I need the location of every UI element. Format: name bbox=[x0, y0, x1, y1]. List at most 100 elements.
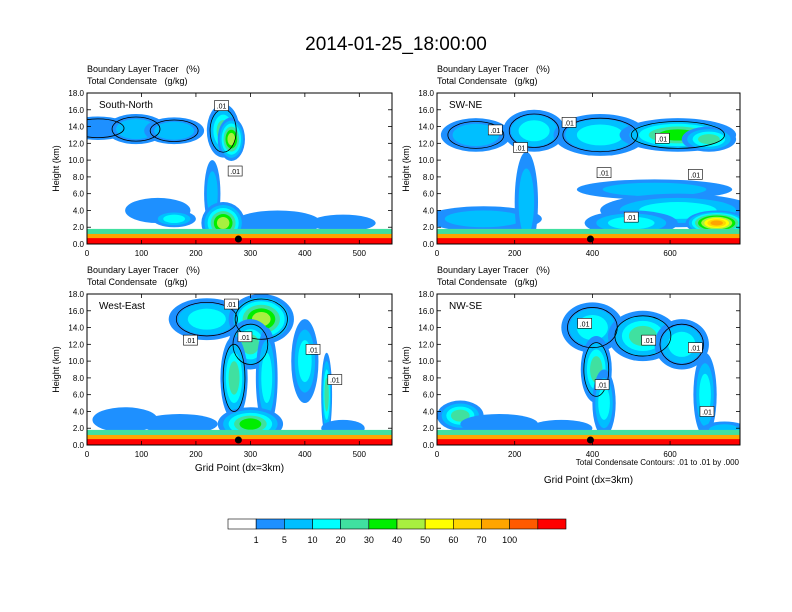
y-tick-label: 4.0 bbox=[423, 206, 435, 215]
y-axis-label: Height (km) bbox=[51, 145, 61, 192]
x-tick-label: 400 bbox=[586, 450, 600, 459]
tracer-blob bbox=[144, 117, 205, 145]
tracer-level-1 bbox=[310, 214, 376, 232]
plot-frame bbox=[436, 293, 741, 446]
x-tick-label: 100 bbox=[135, 450, 149, 459]
contour-label: .01 bbox=[699, 406, 715, 417]
tracer-level-4 bbox=[450, 409, 470, 422]
tracer-level-9 bbox=[710, 220, 723, 226]
panel-subtitle-tracer: Boundary Layer Tracer (%) bbox=[437, 265, 550, 275]
contour-label-text: .01 bbox=[702, 409, 712, 416]
tracer-blob bbox=[503, 109, 566, 152]
panel-subtitle-condensate: Total Condensate (g/kg) bbox=[87, 76, 188, 86]
tracer-blob bbox=[681, 126, 737, 152]
contour-label-text: .01 bbox=[690, 346, 700, 353]
panel-label: NW-SE bbox=[449, 301, 482, 312]
colorbar-swatch bbox=[453, 518, 482, 530]
panel-subtitle-condensate: Total Condensate (g/kg) bbox=[437, 76, 538, 86]
y-tick-label: 0.0 bbox=[73, 240, 85, 249]
contour-line bbox=[562, 117, 638, 153]
contour-label-text: .01 bbox=[564, 120, 574, 127]
x-axis-label: Grid Point (dx=3km) bbox=[544, 475, 633, 486]
condensate-contours bbox=[175, 298, 288, 412]
tracer-blob bbox=[514, 151, 538, 244]
tracer-level-3 bbox=[607, 216, 655, 230]
y-axis-label: Height (km) bbox=[401, 145, 411, 192]
x-tick-label: 0 bbox=[435, 249, 440, 258]
tracer-blob bbox=[217, 117, 245, 161]
x-tick-label: 600 bbox=[663, 450, 677, 459]
y-tick-label: 18.0 bbox=[68, 290, 84, 299]
contour-label: .01 bbox=[596, 167, 612, 178]
y-tick-label: 10.0 bbox=[418, 357, 434, 366]
contour-label: .01 bbox=[327, 374, 343, 385]
location-marker bbox=[234, 235, 242, 243]
contour-label-text: .01 bbox=[644, 338, 654, 345]
y-tick-label: 14.0 bbox=[418, 123, 434, 132]
contour-label: .01 bbox=[214, 100, 229, 111]
contour-label: .01 bbox=[224, 298, 239, 310]
colorbar-tick-label: 40 bbox=[392, 535, 402, 545]
contour-line bbox=[614, 315, 672, 357]
y-tick-label: 16.0 bbox=[418, 307, 434, 316]
y-tick-label: 10.0 bbox=[418, 156, 434, 165]
colorbar-swatch bbox=[509, 518, 539, 530]
x-tick-label: 300 bbox=[244, 450, 258, 459]
tracer-level-1 bbox=[92, 407, 158, 433]
contour-line bbox=[447, 121, 505, 149]
location-marker bbox=[234, 436, 242, 444]
contour-label: .01 bbox=[577, 318, 592, 329]
x-tick-label: 0 bbox=[85, 249, 90, 258]
contour-label: .01 bbox=[183, 334, 198, 346]
contour-label: .01 bbox=[688, 342, 703, 353]
y-tick-label: 18.0 bbox=[418, 89, 434, 98]
x-tick-label: 400 bbox=[298, 249, 312, 258]
tracer-level-2 bbox=[518, 168, 535, 236]
colorbar-tick-label: 60 bbox=[448, 535, 458, 545]
contour-label-text: .01 bbox=[330, 378, 340, 385]
tracer-level-3 bbox=[261, 352, 273, 404]
contour-label: .01 bbox=[513, 142, 528, 153]
colorbar-tick-label: 50 bbox=[420, 535, 430, 545]
colorbar-swatch bbox=[537, 518, 567, 530]
tracer-blob bbox=[553, 113, 647, 156]
tracer-blob bbox=[168, 298, 245, 341]
tracer-level-6 bbox=[227, 132, 236, 146]
panel-subtitle-tracer: Boundary Layer Tracer (%) bbox=[437, 64, 550, 74]
colorbar-swatch bbox=[396, 518, 426, 530]
x-tick-label: 200 bbox=[189, 249, 203, 258]
y-tick-label: 0.0 bbox=[73, 441, 85, 450]
figure-title: 2014-01-25_18:00:00 bbox=[305, 34, 487, 55]
y-tick-label: 4.0 bbox=[73, 206, 85, 215]
condensate-contours bbox=[447, 113, 725, 153]
y-tick-label: 6.0 bbox=[73, 391, 85, 400]
y-axis-label: Height (km) bbox=[51, 346, 61, 393]
contour-label-text: .01 bbox=[580, 321, 590, 328]
tracer-level-2 bbox=[602, 182, 707, 197]
colorbar-tick-label: 70 bbox=[476, 535, 486, 545]
tracer-level-6 bbox=[216, 217, 230, 230]
tracer-level-1 bbox=[460, 413, 538, 435]
y-tick-label: 12.0 bbox=[68, 340, 84, 349]
contour-label: .01 bbox=[237, 331, 253, 343]
x-tick-label: 0 bbox=[435, 450, 440, 459]
tracer-level-3 bbox=[598, 386, 610, 420]
tracer-blob bbox=[460, 413, 538, 435]
contour-label-text: .01 bbox=[626, 215, 636, 222]
contour-label: .01 bbox=[487, 124, 503, 136]
colorbar-tick-label: 1 bbox=[254, 535, 259, 545]
y-tick-label: 18.0 bbox=[68, 89, 84, 98]
y-tick-label: 12.0 bbox=[418, 340, 434, 349]
y-tick-label: 0.0 bbox=[423, 240, 435, 249]
plot-frame bbox=[436, 92, 741, 245]
contour-label-text: .01 bbox=[690, 172, 700, 179]
y-tick-label: 18.0 bbox=[418, 290, 434, 299]
tracer-level-2 bbox=[154, 121, 195, 140]
y-tick-label: 14.0 bbox=[68, 324, 84, 333]
tracer-level-2 bbox=[444, 210, 523, 228]
location-marker bbox=[586, 436, 594, 444]
contour-label: .01 bbox=[641, 334, 657, 346]
colorbar-swatch bbox=[424, 518, 454, 530]
y-tick-label: 12.0 bbox=[418, 139, 434, 148]
